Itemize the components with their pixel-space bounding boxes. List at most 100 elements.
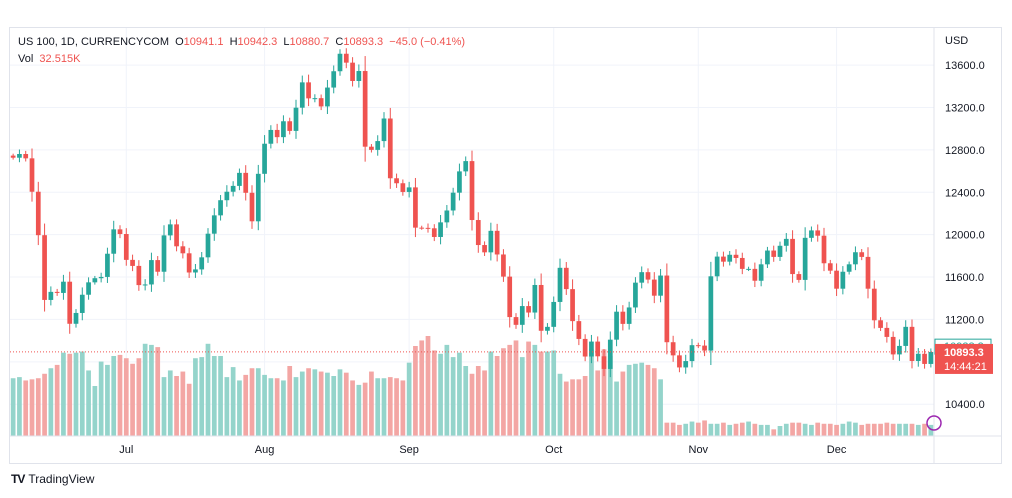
candle-body <box>721 256 726 262</box>
volume-bar <box>859 424 865 436</box>
volume-bar <box>375 378 381 436</box>
candle-body <box>142 284 148 286</box>
volume-bar <box>702 420 707 436</box>
candle-body <box>281 121 286 138</box>
volume-bar <box>287 366 293 436</box>
volume-bar <box>664 422 670 436</box>
volume-bar <box>746 421 751 436</box>
candle-body <box>482 245 487 253</box>
volume-bar <box>356 384 362 436</box>
volume-bar <box>595 370 601 436</box>
volume-bar <box>419 340 425 436</box>
candle-body <box>620 311 626 324</box>
volume-bar <box>909 423 915 436</box>
volume-bar <box>450 357 456 436</box>
volume-bar <box>469 373 475 436</box>
candle-body <box>790 238 795 275</box>
candle-body <box>859 252 865 257</box>
candle-body <box>846 264 852 272</box>
volume-bar <box>86 370 91 436</box>
candle-body <box>312 98 318 100</box>
volume-bar <box>274 378 280 436</box>
candle-body <box>10 155 16 158</box>
candle-body <box>771 250 777 257</box>
volume-bar <box>67 353 73 436</box>
volume-bar <box>130 363 135 436</box>
volume-bar <box>142 343 148 436</box>
candle-body <box>444 210 450 223</box>
volume-bar <box>299 371 305 436</box>
volume-bar <box>444 344 450 436</box>
candle-body <box>42 235 47 300</box>
candle-body <box>79 294 85 313</box>
candle-body <box>105 253 110 277</box>
candle-body <box>67 281 73 324</box>
candle-body <box>306 82 311 99</box>
volume-bar <box>777 426 783 436</box>
volume-bar <box>123 358 129 436</box>
candle-body <box>633 282 638 308</box>
candle-body <box>708 276 714 351</box>
candle-body <box>249 192 255 222</box>
candle-body <box>739 257 745 269</box>
volume-bar <box>237 380 242 436</box>
candle-body <box>255 173 261 222</box>
x-tick-label: Oct <box>545 444 562 456</box>
volume-bar <box>488 351 494 436</box>
candle-body <box>199 257 205 270</box>
volume-bar <box>10 378 16 436</box>
candle-body <box>702 345 707 351</box>
volume-bar <box>507 344 513 436</box>
volume-bar <box>79 351 85 436</box>
volume-bar <box>318 371 324 436</box>
y-tick-label: 12800.0 <box>945 145 985 157</box>
candle-body <box>488 230 494 253</box>
candle-body <box>262 143 267 174</box>
volume-bar <box>98 361 104 436</box>
candle-body <box>752 268 758 281</box>
candle-body <box>695 345 701 347</box>
volume-bar <box>733 423 739 436</box>
change-value: −45.0 (−0.41%) <box>389 36 466 48</box>
volume-bar <box>155 347 161 436</box>
volume-bar <box>683 423 689 436</box>
volume-bar <box>17 377 22 436</box>
high-value: 10942.3 <box>237 36 278 48</box>
y-tick-label: 12400.0 <box>945 187 985 199</box>
candle-body <box>394 178 399 184</box>
candle-body <box>243 172 249 193</box>
candle-body <box>48 291 54 300</box>
candle-body <box>645 272 651 280</box>
volume-bar <box>117 354 123 436</box>
low-value: 10880.7 <box>289 36 330 48</box>
candle-body <box>325 87 330 107</box>
volume-bar <box>218 356 223 436</box>
volume-bar <box>42 373 47 436</box>
volume-bar <box>501 348 506 436</box>
candle-body <box>23 154 29 159</box>
volume-bar <box>658 379 663 436</box>
volume-bar <box>312 369 318 436</box>
volume-bar <box>752 423 758 436</box>
volume-bar <box>626 364 632 436</box>
candle-body <box>513 317 519 325</box>
volume-bar <box>771 429 777 436</box>
volume-bar <box>406 362 412 436</box>
x-tick-label: Aug <box>255 444 275 456</box>
volume-bar <box>582 376 588 436</box>
candle-body <box>450 192 456 211</box>
volume-bar <box>765 424 770 436</box>
volume-bar <box>381 378 387 436</box>
volume-bar <box>853 422 858 436</box>
volume-bar <box>54 364 60 436</box>
volume-bar <box>815 422 821 436</box>
candle-body <box>526 306 531 313</box>
candle-body <box>853 252 858 265</box>
candle-body <box>331 71 337 88</box>
tradingview-brand[interactable]: TV TradingView <box>11 472 94 486</box>
candle-body <box>237 172 242 186</box>
volume-bar <box>532 344 538 436</box>
y-tick-label: 10400.0 <box>945 399 985 411</box>
candle-body <box>406 187 412 192</box>
